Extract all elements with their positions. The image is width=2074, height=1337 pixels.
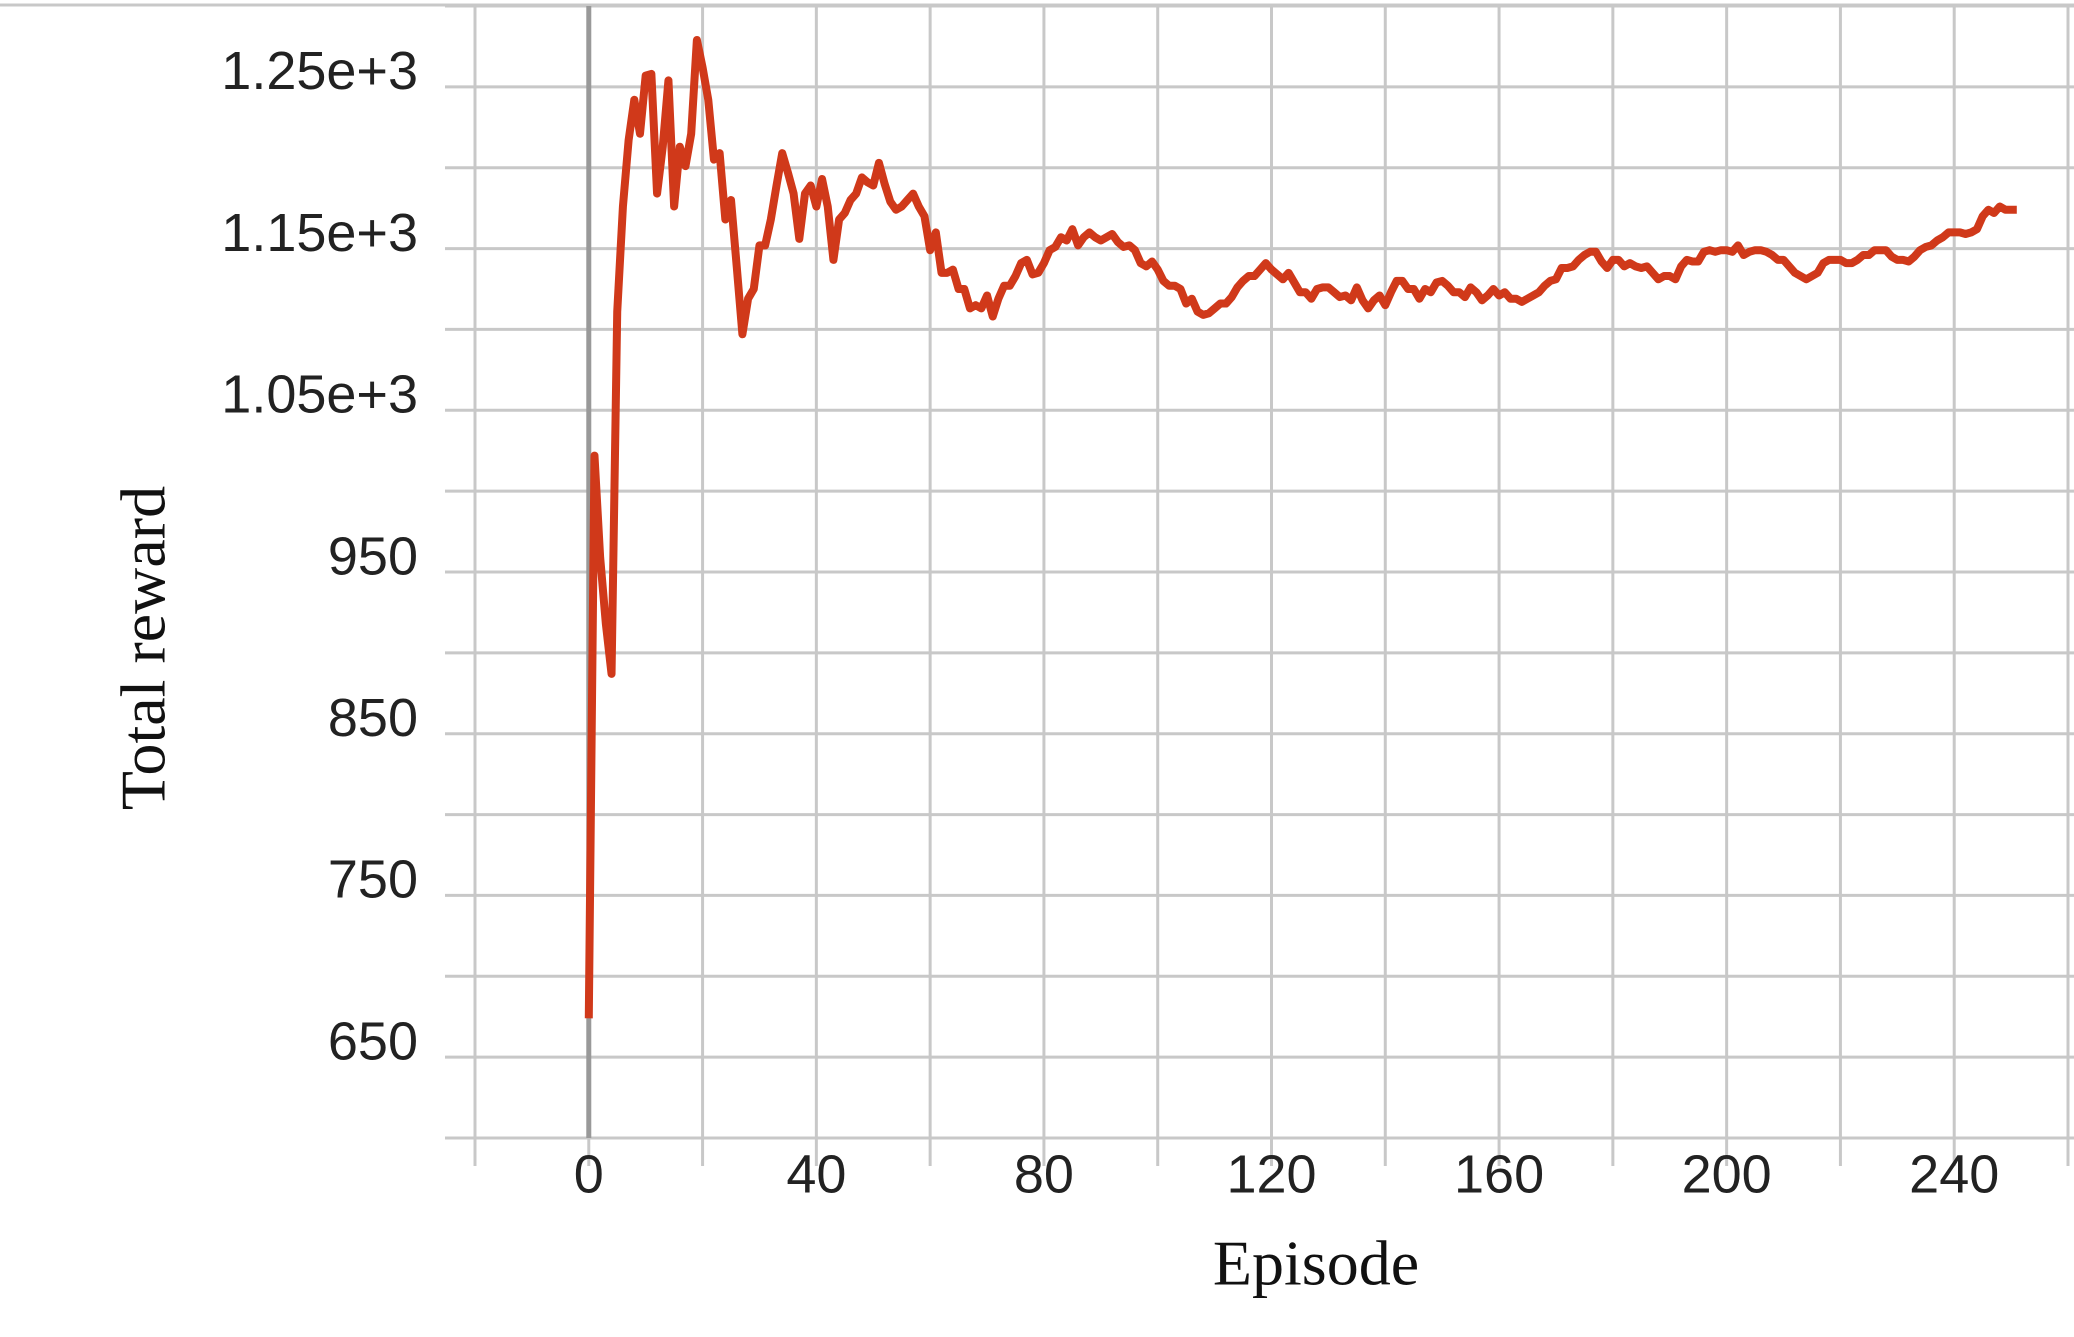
y-tick-label: 950 [328, 526, 418, 586]
y-tick-label: 1.25e+3 [221, 41, 418, 101]
line-series [584, 35, 2017, 1019]
y-tick-label: 750 [328, 850, 418, 910]
y-tick-label: 850 [328, 688, 418, 748]
x-tick-label: 120 [1226, 1144, 1316, 1204]
x-tick-label: 200 [1682, 1144, 1772, 1204]
y-tick-label: 1.05e+3 [221, 365, 418, 425]
y-tick-label: 650 [328, 1011, 418, 1071]
x-tick-label: 0 [574, 1144, 604, 1204]
y-axis-title: Total reward [108, 486, 179, 810]
x-axis-title: Episode [1213, 1228, 1419, 1299]
x-tick-label: 40 [786, 1144, 846, 1204]
x-tick-label: 80 [1014, 1144, 1074, 1204]
x-tick-label: 160 [1454, 1144, 1544, 1204]
x-tick-label: 240 [1909, 1144, 1999, 1204]
y-tick-label: 1.15e+3 [221, 203, 418, 263]
